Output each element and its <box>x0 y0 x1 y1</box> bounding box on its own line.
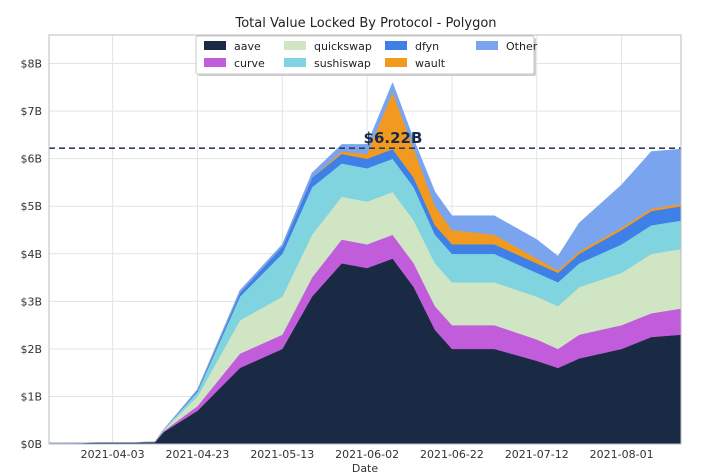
legend-label-other: Other <box>506 40 538 53</box>
plot-frame <box>48 34 682 445</box>
y-tick-label: $3B <box>20 295 42 308</box>
legend-box <box>195 35 535 75</box>
x-tick-label: 2021-05-13 <box>250 448 314 461</box>
legend-label-curve: curve <box>234 57 265 70</box>
reference-line-label: $6.22B <box>364 129 423 147</box>
legend-swatch-other <box>476 41 498 50</box>
x-tick-label: 2021-06-22 <box>420 448 484 461</box>
legend-swatch-curve <box>204 58 226 67</box>
axes-group: $0B $1B $2B $3B $4B $5B $6B $7B $8B 2021-04-03 202… <box>20 34 682 461</box>
y-tick-label: $5B <box>20 200 42 213</box>
chart-title: Total Value Locked By Protocol - Polygon <box>234 16 496 31</box>
y-tick-label: $7B <box>20 105 42 118</box>
x-tick-label: 2021-04-03 <box>81 448 145 461</box>
legend-swatch-quickswap <box>284 41 306 50</box>
legend-label-sushiswap: sushiswap <box>314 57 371 70</box>
legend-label-aave: aave <box>234 40 261 53</box>
y-tick-label: $0B <box>20 438 42 451</box>
legend: aave curve quickswap sushiswap dfyn wault Othe… <box>195 35 538 76</box>
x-axis-label: Date <box>352 462 379 475</box>
legend-label-wault: wault <box>415 57 446 70</box>
reference-line-group: $6.22B <box>49 129 681 149</box>
legend-label-dfyn: dfyn <box>415 40 439 53</box>
x-tick-label: 2021-08-01 <box>590 448 654 461</box>
y-tick-label: $2B <box>20 343 42 356</box>
legend-swatch-sushiswap <box>284 58 306 67</box>
x-tick-label: 2021-07-12 <box>505 448 569 461</box>
y-tick-label: $1B <box>20 390 42 403</box>
x-tick-label: 2021-06-02 <box>335 448 399 461</box>
legend-label-quickswap: quickswap <box>314 40 372 53</box>
y-tick-label: $4B <box>20 248 42 261</box>
y-tick-label: $6B <box>20 153 42 166</box>
legend-swatch-aave <box>204 41 226 50</box>
y-tick-label: $8B <box>20 58 42 71</box>
legend-swatch-wault <box>385 58 407 67</box>
x-tick-label: 2021-04-23 <box>165 448 229 461</box>
legend-swatch-dfyn <box>385 41 407 50</box>
